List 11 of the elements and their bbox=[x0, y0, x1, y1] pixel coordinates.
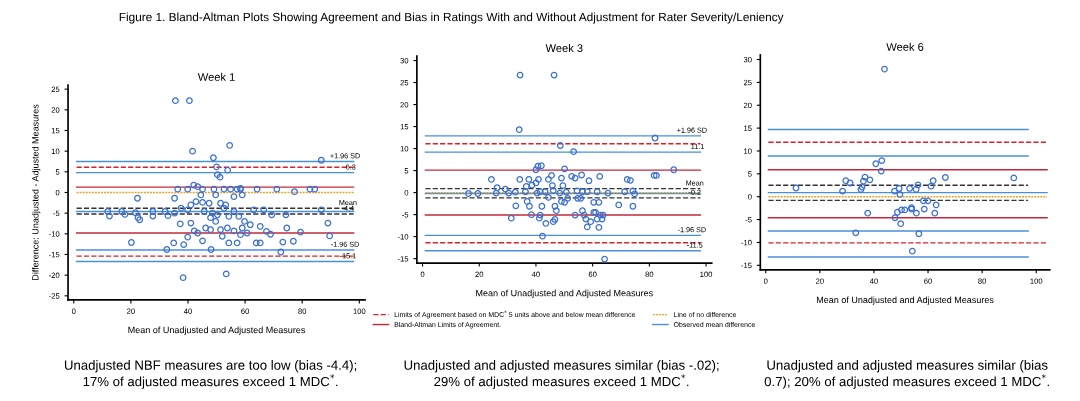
caption: Figure 1. Bland-Altman Plots Showing Agreement and Bias in Ratings With and Without Adjustment for Rater Severity/Leniency bbox=[119, 12, 784, 24]
text: Unadjusted and adjusted measures similar (bias -.02); 29% of adjusted measures exceed 1 MDC$^{*}$. bbox=[404, 360, 719, 389]
chart-title: Week 3 bbox=[545, 43, 583, 53]
x-axis-title: Mean of Unadjusted and Adjusted Measures bbox=[476, 289, 653, 299]
chart-title: Week 6 bbox=[886, 42, 924, 51]
x-axis-title: Mean of Unadjusted and Adjusted Measures bbox=[128, 326, 306, 335]
text: Unadjusted NBF measures are too low (bias -4.4); 17% of adjusted measures exceed 1 MDC$^{*}$. bbox=[64, 360, 357, 389]
y-axis-title: Difference: Unadjusted - Adjusted Measures bbox=[31, 104, 41, 280]
x-axis-title: Mean of Unadjusted and Adjusted Measures bbox=[816, 296, 994, 305]
text: Unadjusted and adjusted measures similar (bias 0.7); 20% of adjusted measures exceed 1 MDC$^{*}$. bbox=[764, 360, 1049, 389]
chart-title: Week 1 bbox=[197, 72, 235, 81]
